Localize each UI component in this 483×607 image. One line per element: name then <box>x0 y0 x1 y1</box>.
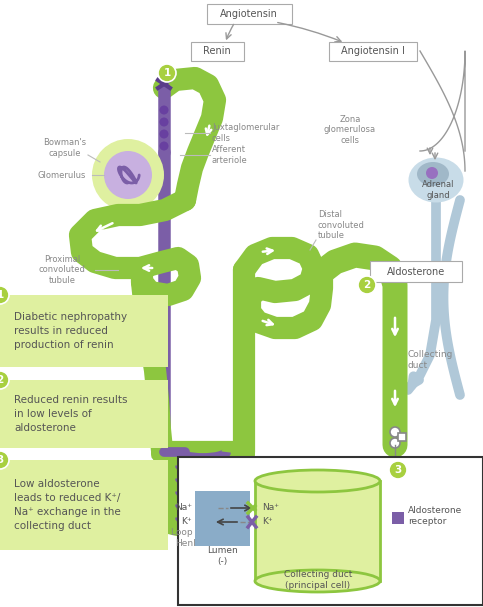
Text: Reduced renin results
in low levels of
aldosterone: Reduced renin results in low levels of a… <box>14 395 128 433</box>
Text: Diabetic nephropathy
results in reduced
production of renin: Diabetic nephropathy results in reduced … <box>14 312 127 350</box>
FancyBboxPatch shape <box>190 41 243 61</box>
Text: Collecting
duct: Collecting duct <box>408 350 454 370</box>
Circle shape <box>358 276 376 294</box>
Text: Adrenal
gland: Adrenal gland <box>422 180 454 200</box>
Text: Renin: Renin <box>203 46 231 56</box>
Bar <box>392 512 404 524</box>
Text: Afferent
arteriole: Afferent arteriole <box>212 145 248 164</box>
Text: 2: 2 <box>363 280 370 290</box>
FancyBboxPatch shape <box>0 380 168 448</box>
Circle shape <box>426 167 438 179</box>
Circle shape <box>159 141 169 151</box>
Text: Glomerulus: Glomerulus <box>38 171 86 180</box>
Text: Aldosterone
receptor: Aldosterone receptor <box>408 506 462 526</box>
FancyBboxPatch shape <box>178 457 483 605</box>
Text: Bowman's
capsule: Bowman's capsule <box>43 138 86 158</box>
Text: Juxtaglomerular
cells: Juxtaglomerular cells <box>212 123 279 143</box>
Ellipse shape <box>255 470 380 492</box>
Bar <box>195 491 250 546</box>
Circle shape <box>158 64 176 82</box>
Circle shape <box>0 371 9 389</box>
Text: K⁺: K⁺ <box>182 517 192 526</box>
Circle shape <box>0 286 9 304</box>
Circle shape <box>390 438 400 448</box>
Circle shape <box>92 139 164 211</box>
Text: 3: 3 <box>395 465 402 475</box>
Circle shape <box>389 461 407 479</box>
Circle shape <box>159 118 169 126</box>
Text: 1: 1 <box>0 290 4 300</box>
Text: Lumen
(-): Lumen (-) <box>207 546 237 566</box>
FancyBboxPatch shape <box>0 295 168 367</box>
Ellipse shape <box>255 570 380 592</box>
FancyBboxPatch shape <box>0 460 168 550</box>
Text: Distal
convoluted
tubule: Distal convoluted tubule <box>318 210 365 240</box>
Text: Loop of
Henle: Loop of Henle <box>171 528 205 548</box>
Circle shape <box>390 427 400 437</box>
Text: Na⁺: Na⁺ <box>175 503 192 512</box>
Text: Collecting duct
(principal cell): Collecting duct (principal cell) <box>284 571 352 589</box>
Text: K⁺: K⁺ <box>262 517 272 526</box>
Text: Low aldosterone
leads to reduced K⁺/
Na⁺ exchange in the
collecting duct: Low aldosterone leads to reduced K⁺/ Na⁺… <box>14 479 121 531</box>
Text: Aldosterone: Aldosterone <box>387 267 445 277</box>
Bar <box>398 433 406 441</box>
Text: Proximal
convoluted
tubule: Proximal convoluted tubule <box>39 255 85 285</box>
Circle shape <box>104 151 152 199</box>
FancyBboxPatch shape <box>370 261 462 282</box>
FancyBboxPatch shape <box>207 4 292 24</box>
Circle shape <box>159 129 169 138</box>
Text: 1: 1 <box>163 68 170 78</box>
Text: Angiotensin I: Angiotensin I <box>341 46 405 56</box>
Ellipse shape <box>417 162 449 186</box>
Text: Zona
glomerulosa
cells: Zona glomerulosa cells <box>324 115 376 145</box>
Circle shape <box>0 451 9 469</box>
Text: Na⁺: Na⁺ <box>262 503 279 512</box>
Text: Angiotensin: Angiotensin <box>220 9 278 19</box>
Circle shape <box>159 106 169 115</box>
Ellipse shape <box>409 157 464 203</box>
FancyBboxPatch shape <box>255 481 380 581</box>
Text: 2: 2 <box>0 375 4 385</box>
FancyBboxPatch shape <box>328 41 416 61</box>
Text: 3: 3 <box>0 455 4 465</box>
